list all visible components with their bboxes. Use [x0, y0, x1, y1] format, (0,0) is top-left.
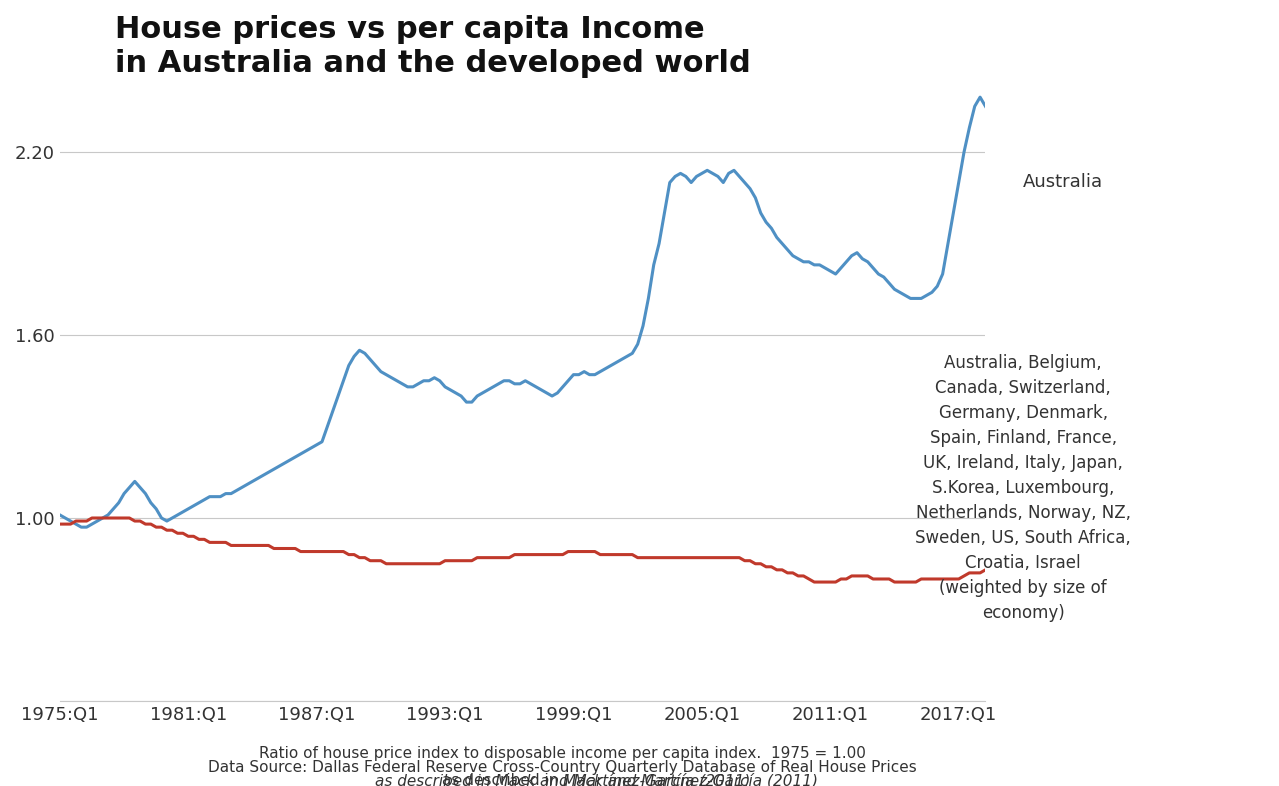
Text: Australia: Australia	[1023, 173, 1104, 191]
Text: as described in: as described in	[441, 773, 563, 786]
Text: as described in Mack and Martínez-García (2011): as described in Mack and Martínez-García…	[375, 773, 751, 786]
Text: Australia, Belgium,
Canada, Switzerland,
Germany, Denmark,
Spain, Finland, Franc: Australia, Belgium, Canada, Switzerland,…	[916, 354, 1131, 622]
Text: Ratio of house price index to disposable income per capita index.  1975 = 1.00: Ratio of house price index to disposable…	[260, 747, 866, 762]
Text: House prices vs per capita Income
in Australia and the developed world: House prices vs per capita Income in Aus…	[115, 15, 751, 78]
Text: Mack and Martínez-García (2011): Mack and Martínez-García (2011)	[563, 773, 817, 786]
Text: Data Source: Dallas Federal Reserve Cross-Country Quarterly Database of Real Hou: Data Source: Dallas Federal Reserve Cros…	[208, 760, 917, 775]
